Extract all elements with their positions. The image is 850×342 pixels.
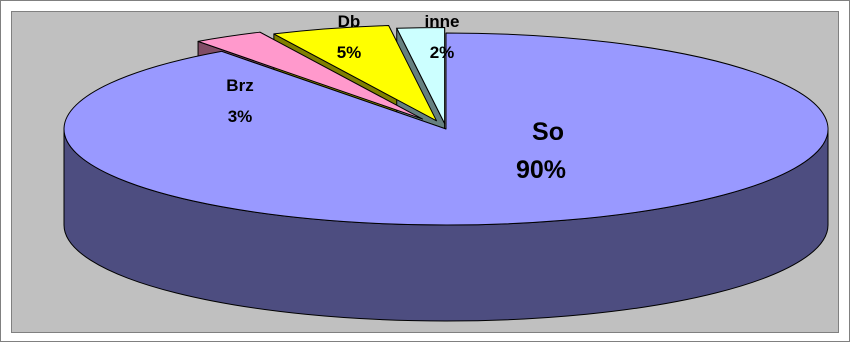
slice-label-so-percent: 90% — [516, 156, 566, 184]
pie-labels: So 90% Brz 3% Db 5% inne 2% — [226, 12, 566, 184]
slice-label-inne-percent: 2% — [430, 43, 455, 62]
slice-label-db-percent: 5% — [337, 43, 362, 62]
slice-label-inne-name: inne — [425, 12, 460, 31]
slice-brz-top — [197, 31, 424, 120]
slice-label-db-name: Db — [338, 12, 361, 31]
slice-db-top — [273, 25, 438, 122]
slice-label-brz-name: Brz — [226, 76, 253, 95]
slice-label-so-name: So — [532, 118, 564, 146]
slice-inne-top — [396, 26, 446, 124]
pie-tops — [63, 25, 829, 226]
slice-label-brz-percent: 3% — [228, 107, 253, 126]
slice-so-top — [63, 32, 829, 226]
